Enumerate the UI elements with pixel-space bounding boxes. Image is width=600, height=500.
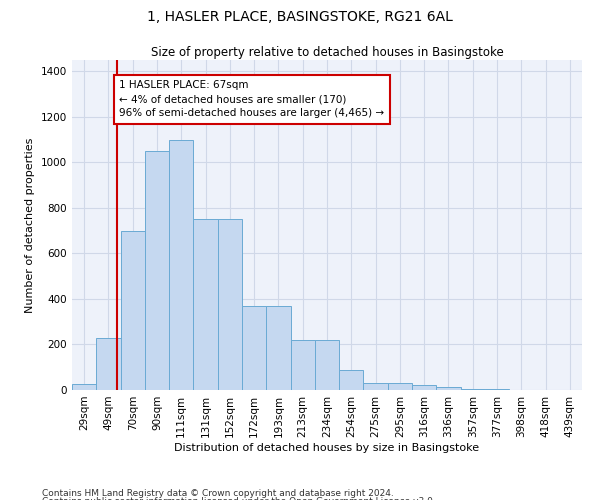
Bar (121, 230, 145, 390)
Bar (436, 386, 461, 390)
Bar (315, 340, 339, 390)
Bar (412, 386, 436, 390)
Bar (242, 306, 266, 390)
Bar (193, 220, 218, 390)
Bar (339, 370, 364, 390)
Bar (461, 389, 485, 390)
Bar (388, 383, 412, 390)
Bar (218, 220, 242, 390)
Bar (290, 340, 315, 390)
Text: Contains public sector information licensed under the Open Government Licence v3: Contains public sector information licen… (42, 497, 436, 500)
Bar (96, 338, 121, 390)
Title: Size of property relative to detached houses in Basingstoke: Size of property relative to detached ho… (151, 46, 503, 59)
Bar (145, 151, 169, 390)
Text: 1 HASLER PLACE: 67sqm
← 4% of detached houses are smaller (170)
96% of semi-deta: 1 HASLER PLACE: 67sqm ← 4% of detached h… (119, 80, 385, 118)
Bar (266, 306, 290, 390)
Bar (72, 384, 96, 390)
Text: 1, HASLER PLACE, BASINGSTOKE, RG21 6AL: 1, HASLER PLACE, BASINGSTOKE, RG21 6AL (147, 10, 453, 24)
Y-axis label: Number of detached properties: Number of detached properties (25, 138, 35, 312)
Text: Contains HM Land Registry data © Crown copyright and database right 2024.: Contains HM Land Registry data © Crown c… (42, 488, 394, 498)
Bar (169, 140, 193, 390)
X-axis label: Distribution of detached houses by size in Basingstoke: Distribution of detached houses by size … (175, 442, 479, 452)
Bar (485, 389, 509, 390)
Bar (364, 383, 388, 390)
